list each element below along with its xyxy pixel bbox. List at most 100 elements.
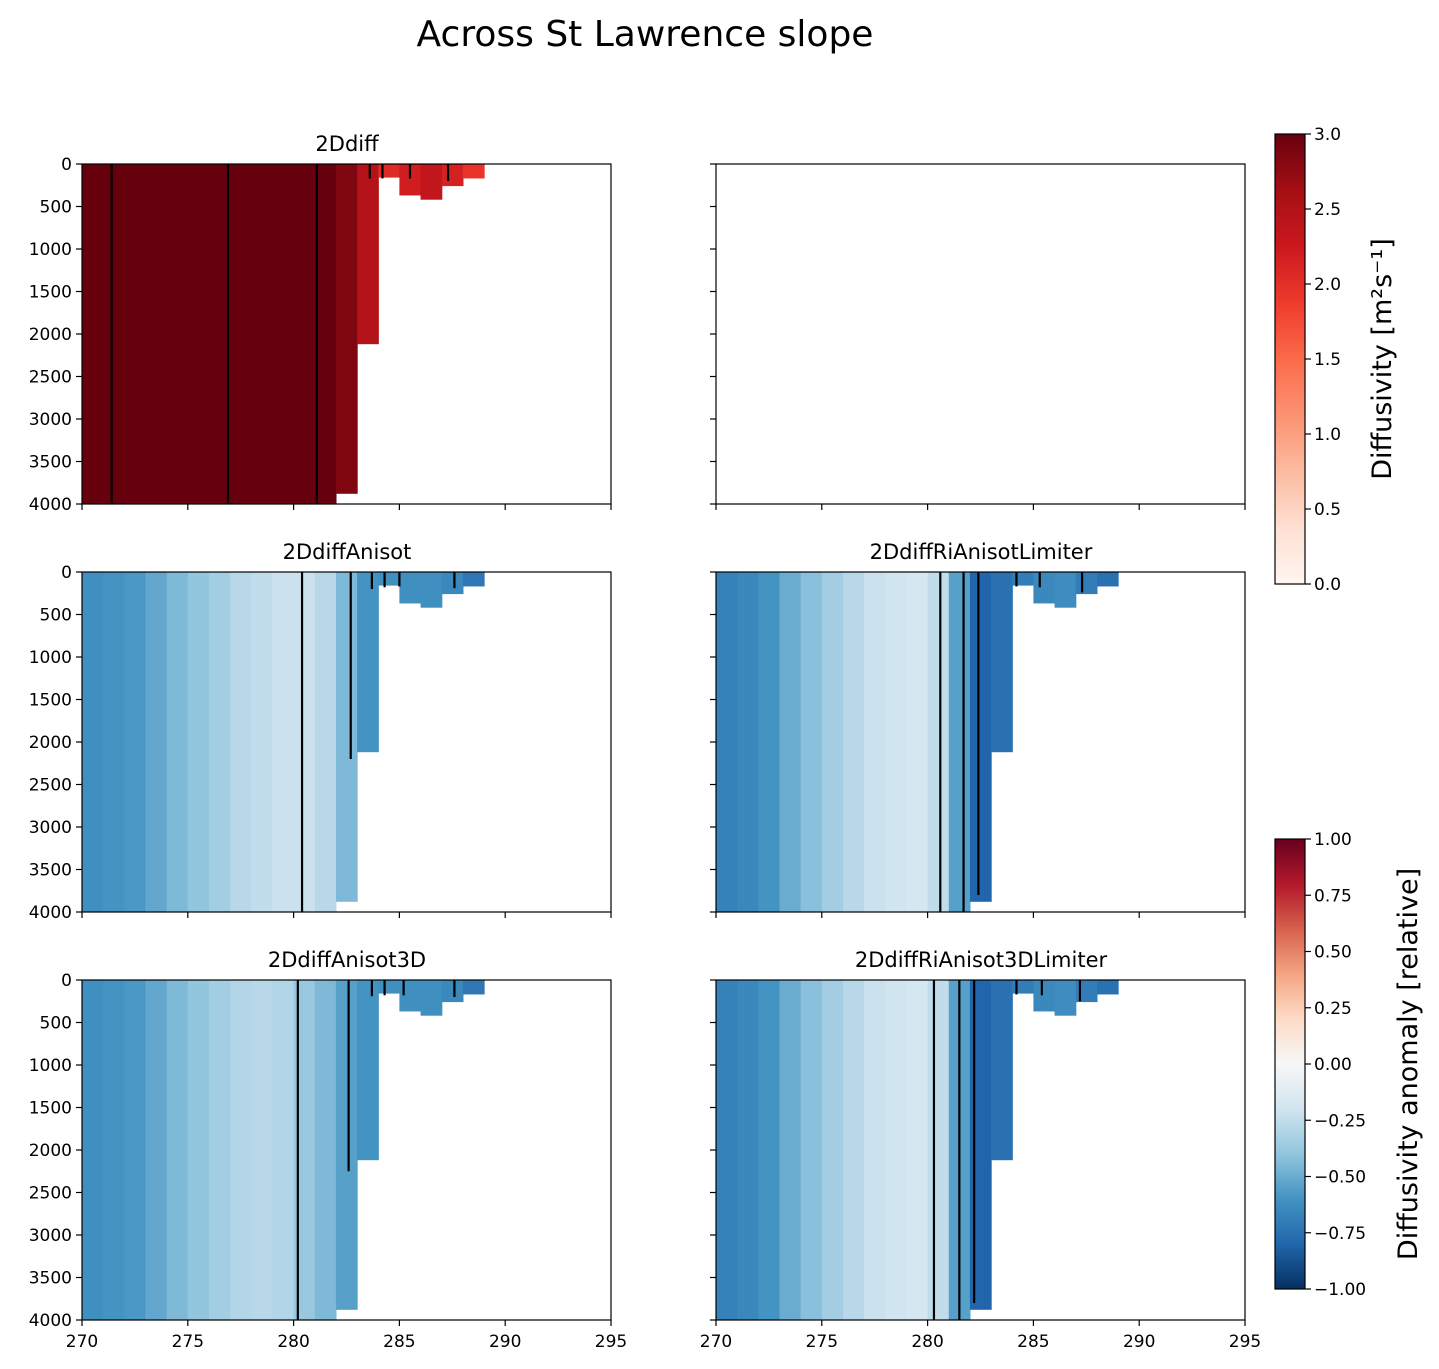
colorbar-tick-label: −1.00 [1314,1280,1366,1300]
data-bar [314,164,337,504]
data-bar [420,980,443,1016]
data-bar [991,980,1013,1161]
data-bar [399,164,422,196]
data-bar [927,572,950,912]
data-bar [251,572,274,912]
y-tick-label: 3000 [29,1226,72,1246]
y-tick-label: 500 [40,198,72,218]
data-bar [103,980,125,1320]
colorbar-tick-label: −0.50 [1314,1168,1366,1188]
panel-bottom-right: 2DdiffRiAnisot3DLimiter 270 275 280 285 290 2… [700,948,1261,1352]
data-bar [969,572,992,902]
y-tick-label: 2500 [29,368,72,388]
data-bar [166,980,189,1320]
data-bar [357,572,379,753]
data-bar [842,572,865,912]
y-tick-label: 1500 [29,1099,72,1119]
data-bar [314,572,337,912]
data-bar [420,572,443,608]
data-bar [885,980,908,1320]
data-bar [864,572,886,912]
colorbar-tick-label: −0.25 [1314,1111,1366,1131]
y-tick-label: 3500 [29,453,72,473]
data-bar [251,164,274,504]
data-bar [716,980,738,1320]
colorbar-tick-label: 2.5 [1314,200,1341,220]
colorbar-label: Diffusivity [m²s⁻¹] [1367,238,1398,480]
colorbar-tick-label: −0.75 [1314,1224,1366,1244]
panel-middle-right: 2DdiffRiAnisotLimiter [710,540,1246,918]
panel-title: 2DdiffRiAnisotLimiter [870,540,1093,564]
data-bar [103,164,125,504]
data-bar [420,164,443,200]
data-bar [357,164,379,345]
colorbar-anomaly: Diffusivity anomaly [relative] −1.00 −0.7… [1274,830,1424,1300]
data-bar [779,980,802,1320]
y-tick-label: 500 [40,1014,72,1034]
data-bar [969,980,992,1310]
data-bar [335,164,358,494]
data-bar [800,572,823,912]
colorbar-ramp [1274,838,1306,1290]
data-bar [187,980,210,1320]
data-bar [293,980,316,1320]
colorbar-tick-label: 0.0 [1314,575,1341,595]
data-bar [82,980,104,1320]
data-bar [779,572,802,912]
data-bar [864,980,886,1320]
y-tick-label: 2000 [29,325,72,345]
y-tick-label: 3000 [29,818,72,838]
data-bar [399,572,422,604]
colorbar-tick-label: 1.00 [1314,830,1352,850]
data-bar [885,572,908,912]
data-bar [187,572,210,912]
data-bar [314,980,337,1320]
colorbar-tick-label: 2.0 [1314,275,1341,295]
data-bar [293,164,316,504]
colorbar-ramp [1274,133,1306,585]
data-bar [462,572,485,587]
data-bar [1054,572,1077,608]
panel-bottom-left: 2DdiffAnisot3D 0 500 1000 1500 2000 2500 3000 3… [29,948,627,1352]
y-tick-label: 1500 [29,691,72,711]
axes-frame [715,163,1246,505]
y-tick-label: 3500 [29,861,72,881]
y-tick-label: 0 [61,155,72,175]
x-tick-label: 285 [383,1332,415,1352]
y-tick-label: 2500 [29,776,72,796]
y-tick-label: 1000 [29,240,72,260]
colorbar-tick-label: 1.5 [1314,350,1341,370]
data-bar [251,980,274,1320]
panel-title: 2DdiffRiAnisot3DLimiter [855,948,1108,972]
panel-title: 2DdiffAnisot [283,540,412,564]
data-bar [1075,572,1098,595]
panel-top-right [710,163,1246,510]
x-tick-label: 275 [806,1332,838,1352]
data-bar [82,572,104,912]
x-tick-label: 270 [700,1332,732,1352]
data-bar [335,572,358,902]
data-bar [82,164,104,504]
data-bar [948,572,971,912]
x-tick-label: 295 [595,1332,627,1352]
y-tick-label: 4000 [29,903,72,923]
data-bar [758,572,781,912]
data-bar [399,980,422,1012]
data-bar [906,980,929,1320]
data-bar [441,572,464,595]
colorbar-tick-label: 0.5 [1314,500,1341,520]
x-tick-label: 290 [1123,1332,1155,1352]
data-bar [1096,572,1119,587]
y-tick-label: 1000 [29,648,72,668]
x-tick-label: 280 [911,1332,943,1352]
x-tick-label: 280 [277,1332,309,1352]
data-bar [230,164,252,504]
data-bar [145,164,168,504]
data-bar [272,164,295,504]
data-bar [378,980,400,994]
data-bar [716,572,738,912]
data-bar [378,164,400,178]
data-bar [441,980,464,1003]
y-tick-label: 1000 [29,1056,72,1076]
